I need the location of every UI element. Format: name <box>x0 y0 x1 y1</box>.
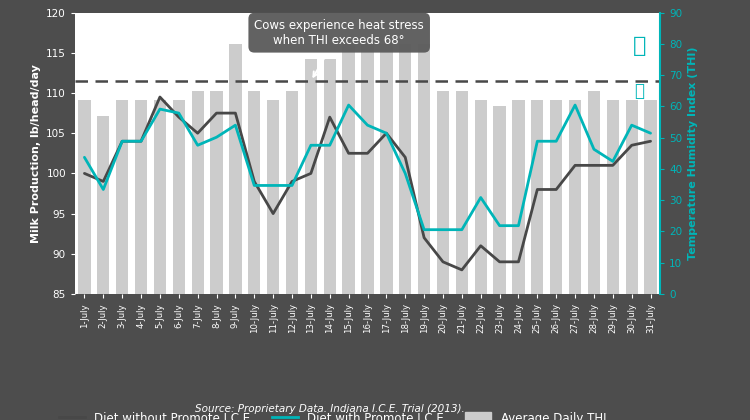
Bar <box>267 100 279 294</box>
Text: 🌡: 🌡 <box>633 37 646 56</box>
Text: Source: Proprietary Data. Indiana I.C.E. Trial (2013).: Source: Proprietary Data. Indiana I.C.E.… <box>195 404 465 414</box>
Bar <box>588 91 600 294</box>
Bar <box>362 44 374 294</box>
Bar <box>380 44 392 294</box>
Bar <box>512 100 524 294</box>
Bar <box>436 91 449 294</box>
Bar <box>456 91 468 294</box>
Bar <box>399 44 411 294</box>
Bar <box>98 116 109 294</box>
Bar <box>304 60 317 294</box>
Bar <box>286 91 298 294</box>
Legend: Diet without Promote I.C.E., Diet with Promote I.C.E., Average Daily THI: Diet without Promote I.C.E., Diet with P… <box>54 407 611 420</box>
Bar <box>172 100 185 294</box>
Bar <box>475 100 487 294</box>
Text: Cows experience heat stress
when THI exceeds 68°: Cows experience heat stress when THI exc… <box>254 19 424 77</box>
Y-axis label: Temperature Humidity Index (THI): Temperature Humidity Index (THI) <box>688 47 698 260</box>
Bar <box>211 91 223 294</box>
Text: 〰: 〰 <box>634 82 644 100</box>
Bar <box>644 100 657 294</box>
Bar <box>626 100 638 294</box>
Bar <box>343 44 355 294</box>
Bar <box>191 91 204 294</box>
Bar <box>494 106 506 294</box>
Bar <box>550 100 562 294</box>
Bar <box>154 100 166 294</box>
Bar <box>116 100 128 294</box>
Bar <box>418 44 430 294</box>
Bar <box>324 60 336 294</box>
Bar <box>248 91 260 294</box>
Y-axis label: Milk Production, lb/head/day: Milk Production, lb/head/day <box>31 64 40 243</box>
Bar <box>230 44 242 294</box>
Bar <box>78 100 91 294</box>
Bar <box>135 100 147 294</box>
Bar <box>607 100 619 294</box>
Bar <box>569 100 581 294</box>
Bar <box>531 100 544 294</box>
